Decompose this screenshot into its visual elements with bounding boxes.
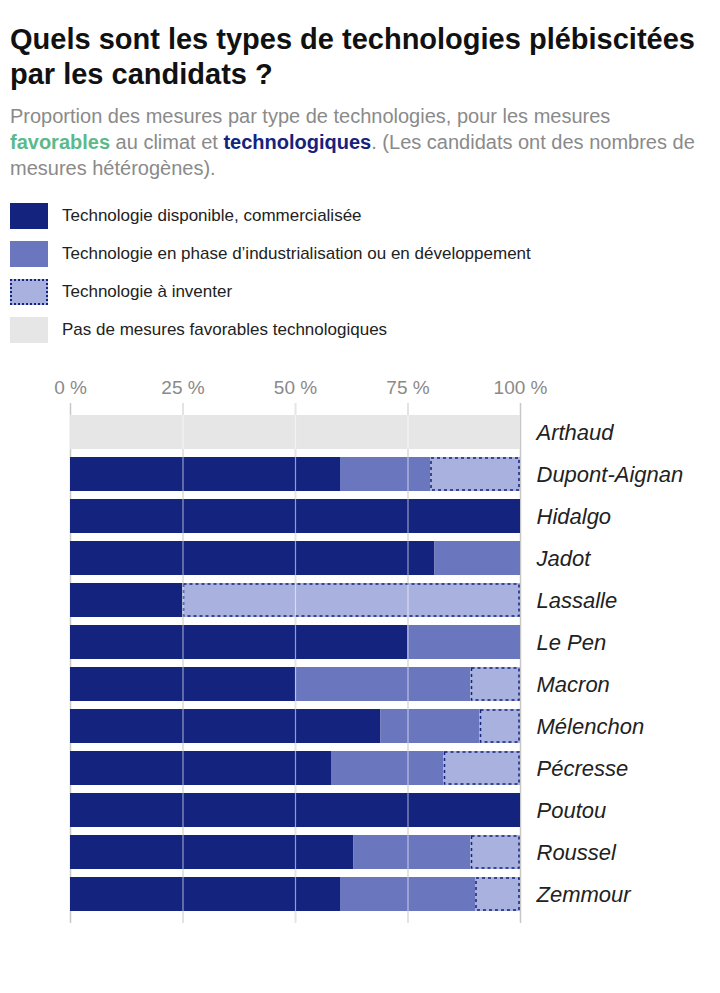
svg-text:25 %: 25 % <box>161 376 204 397</box>
svg-text:75 %: 75 % <box>386 376 429 397</box>
html-text:favorables au climat et techno: favorables au climat et technologiques. … <box>10 130 695 179</box>
html-text:Technologie à inventer: Technologie à inventer <box>62 281 233 301</box>
svg-text:Lassalle: Lassalle <box>537 587 618 612</box>
html-text:Technologie en phase d’industr: Technologie en phase d’industrialisation… <box>62 243 531 263</box>
svg-text:Mélenchon: Mélenchon <box>537 713 645 738</box>
html-text:Proportion des mesures par typ: Proportion des mesures par type de techn… <box>10 104 611 127</box>
svg-text:Roussel: Roussel <box>537 839 618 864</box>
html-text:Quels sont les types de techno: Quels sont les types de technologies plé… <box>10 23 695 91</box>
svg-text:Dupont-Aignan: Dupont-Aignan <box>537 461 684 486</box>
svg-text:Arthaud: Arthaud <box>535 419 615 444</box>
svg-text:0 %: 0 % <box>54 376 87 397</box>
svg-text:50 %: 50 % <box>274 376 317 397</box>
svg-text:Hidalgo: Hidalgo <box>537 503 612 528</box>
html-text:Pas de mesures favorables tech: Pas de mesures favorables technologiques <box>62 319 388 339</box>
svg-text:Le Pen: Le Pen <box>537 629 607 654</box>
html-text:Technologie disponible, commer: Technologie disponible, commercialisée <box>62 205 362 225</box>
svg-text:Poutou: Poutou <box>537 797 607 822</box>
svg-text:100 %: 100 % <box>494 376 548 397</box>
svg-text:Jadot: Jadot <box>536 545 592 570</box>
svg-text:Macron: Macron <box>537 671 610 696</box>
svg-text:Pécresse: Pécresse <box>537 755 629 780</box>
svg-text:Zemmour: Zemmour <box>536 881 633 906</box>
